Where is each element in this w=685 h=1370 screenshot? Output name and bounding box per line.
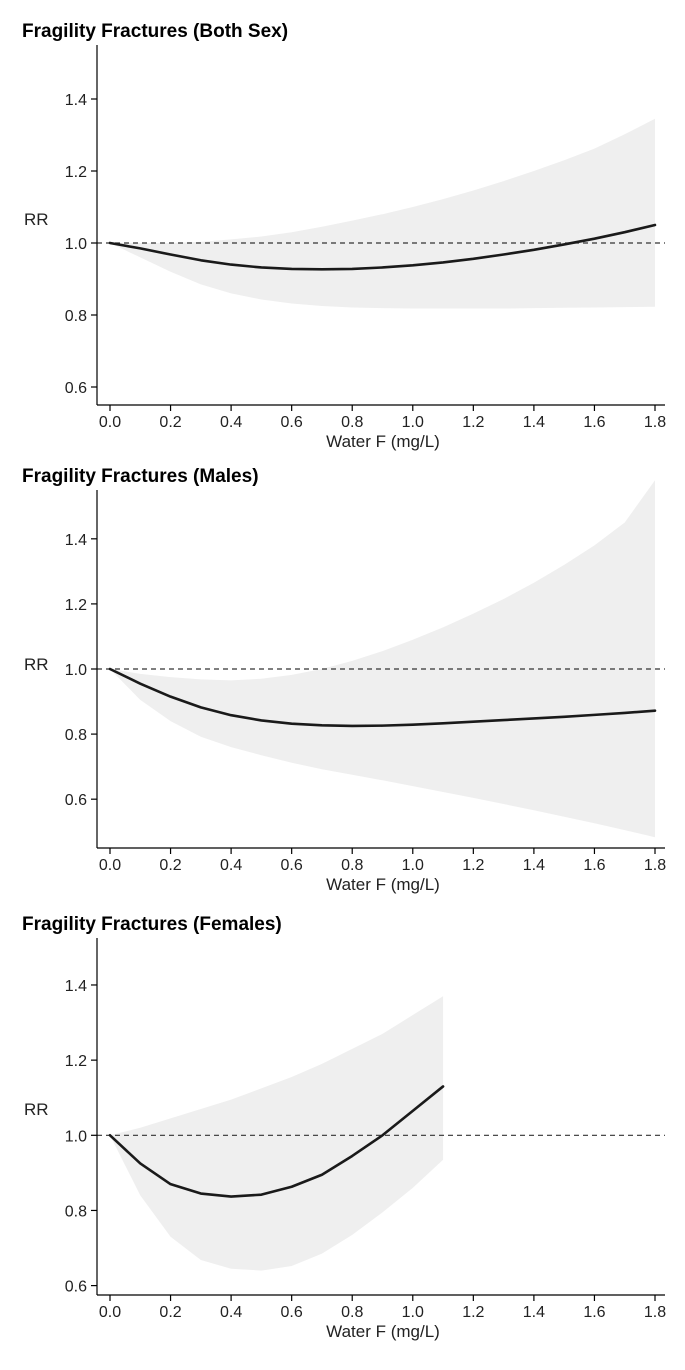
y-tick-label: 0.6 <box>65 380 87 397</box>
rr-estimate-line <box>108 667 657 728</box>
chart-title: Fragility Fractures (Males) <box>22 466 259 487</box>
confidence-band <box>110 118 655 309</box>
x-axis-label: Water F (mg/L) <box>326 875 440 894</box>
chart-title: Fragility Fractures (Females) <box>22 914 282 935</box>
x-tick-label: 1.4 <box>523 414 545 431</box>
y-tick-label: 1.4 <box>65 978 87 995</box>
y-tick-label: 0.6 <box>65 1279 87 1296</box>
x-tick-label: 0.2 <box>159 414 181 431</box>
x-tick-label: 0.6 <box>281 414 303 431</box>
x-tick-label: 0.0 <box>99 414 121 431</box>
x-tick-label: 1.8 <box>644 414 666 431</box>
x-tick-label: 0.2 <box>159 857 181 874</box>
x-tick-label: 1.2 <box>462 414 484 431</box>
y-tick-label: 1.4 <box>65 532 87 549</box>
x-tick-label: 0.8 <box>341 1304 363 1321</box>
y-tick-label: 1.2 <box>65 164 87 181</box>
chart-title: Fragility Fractures (Both Sex) <box>22 21 288 42</box>
chart-panel-3: Fragility Fractures (Females) 0.6 0.8 1.0 1.… <box>22 914 666 1341</box>
x-tick-label: 0.4 <box>220 857 242 874</box>
y-tick-label: 1.0 <box>65 1128 87 1145</box>
confidence-band <box>110 480 655 838</box>
x-tick-label: 1.0 <box>402 1304 424 1321</box>
x-tick-label: 1.2 <box>462 857 484 874</box>
y-tick-label: 1.4 <box>65 92 87 109</box>
x-tick-label: 0.8 <box>341 414 363 431</box>
x-tick-label: 0.4 <box>220 1304 242 1321</box>
x-axis-label: Water F (mg/L) <box>326 432 440 451</box>
y-tick-label: 1.0 <box>65 236 87 253</box>
x-tick-label: 0.6 <box>281 857 303 874</box>
x-axis-label: Water F (mg/L) <box>326 1322 440 1341</box>
y-axis-label: RR <box>24 210 49 229</box>
y-axis-label: RR <box>24 655 49 674</box>
y-tick-label: 0.8 <box>65 727 87 744</box>
x-tick-label: 0.8 <box>341 857 363 874</box>
x-tick-label: 0.0 <box>99 1304 121 1321</box>
y-tick-label: 1.2 <box>65 597 87 614</box>
x-tick-label: 0.0 <box>99 857 121 874</box>
x-tick-label: 1.4 <box>523 1304 545 1321</box>
chart-panel-1: Fragility Fractures (Both Sex) 0.6 0.8 1.0 1… <box>22 21 666 451</box>
y-tick-label: 0.8 <box>65 1203 87 1220</box>
rr-estimate-line <box>108 223 657 271</box>
rr-estimate-line <box>108 1085 445 1198</box>
x-tick-label: 0.6 <box>281 1304 303 1321</box>
x-tick-label: 1.8 <box>644 857 666 874</box>
x-tick-label: 0.4 <box>220 414 242 431</box>
x-tick-label: 1.6 <box>583 414 605 431</box>
y-tick-label: 1.0 <box>65 662 87 679</box>
confidence-band <box>110 996 444 1271</box>
x-tick-label: 1.8 <box>644 1304 666 1321</box>
x-tick-label: 1.2 <box>462 1304 484 1321</box>
x-tick-label: 1.0 <box>402 857 424 874</box>
y-axis-label: RR <box>24 1100 49 1119</box>
x-tick-label: 0.2 <box>159 1304 181 1321</box>
x-tick-label: 1.6 <box>583 1304 605 1321</box>
x-tick-label: 1.4 <box>523 857 545 874</box>
y-tick-label: 0.6 <box>65 792 87 809</box>
y-tick-label: 0.8 <box>65 308 87 325</box>
x-tick-label: 1.0 <box>402 414 424 431</box>
chart-panel-2: Fragility Fractures (Males) 0.6 0.8 1.0 1.2 1… <box>22 466 666 894</box>
y-tick-label: 1.2 <box>65 1053 87 1070</box>
x-tick-label: 1.6 <box>583 857 605 874</box>
